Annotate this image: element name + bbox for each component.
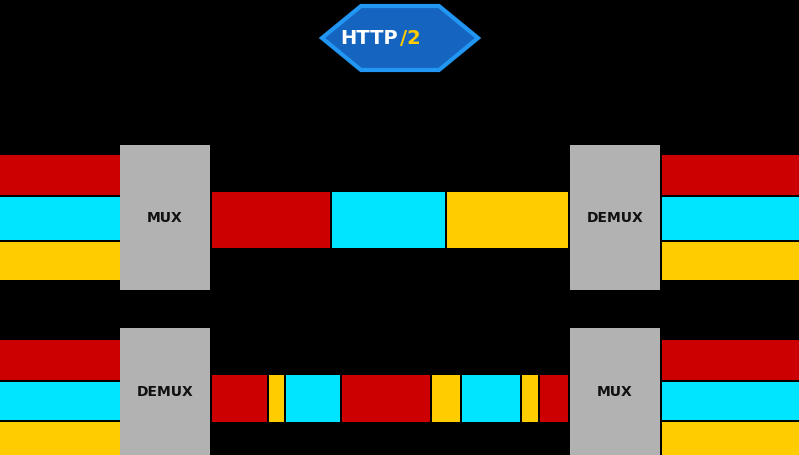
Bar xyxy=(0,242,120,280)
Bar xyxy=(662,242,799,280)
Bar xyxy=(432,375,460,422)
Bar xyxy=(0,422,120,455)
Bar xyxy=(662,382,799,420)
Bar xyxy=(120,145,210,290)
Bar xyxy=(662,340,799,380)
Text: /2: /2 xyxy=(400,29,421,47)
Text: MUX: MUX xyxy=(147,211,183,224)
Text: MUX: MUX xyxy=(597,384,633,399)
Bar xyxy=(286,375,340,422)
Text: HTTP: HTTP xyxy=(340,29,398,47)
Bar xyxy=(570,145,660,290)
Bar xyxy=(212,192,330,248)
Polygon shape xyxy=(322,6,478,70)
Bar xyxy=(0,197,120,240)
Bar xyxy=(0,340,120,380)
Text: DEMUX: DEMUX xyxy=(137,384,193,399)
Bar xyxy=(447,192,568,248)
Bar xyxy=(332,192,445,248)
Bar xyxy=(662,422,799,455)
Bar xyxy=(269,375,284,422)
Bar xyxy=(120,328,210,455)
Bar xyxy=(462,375,520,422)
Bar xyxy=(0,155,120,195)
Bar xyxy=(342,375,430,422)
Text: DEMUX: DEMUX xyxy=(586,211,643,224)
Bar xyxy=(0,382,120,420)
Bar xyxy=(540,375,568,422)
Bar xyxy=(662,155,799,195)
Bar xyxy=(212,375,267,422)
Bar xyxy=(570,328,660,455)
Bar xyxy=(522,375,538,422)
Bar xyxy=(662,197,799,240)
